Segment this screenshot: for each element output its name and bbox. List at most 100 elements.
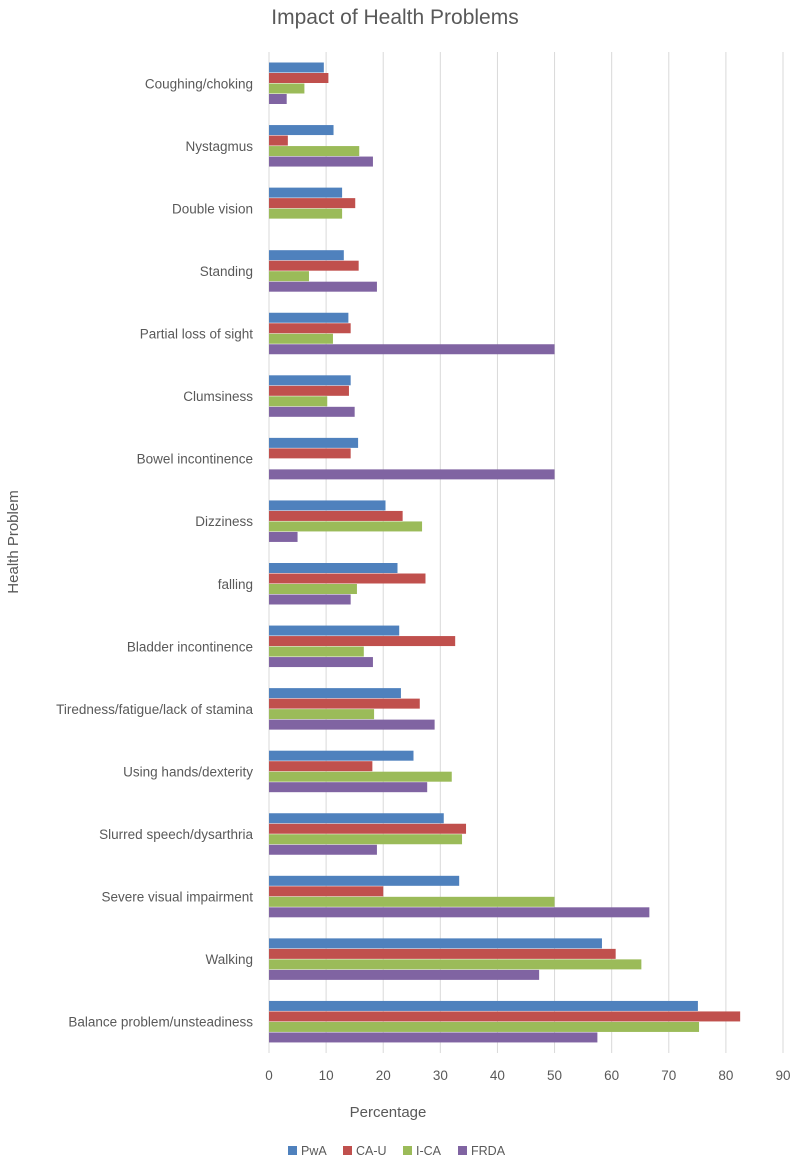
x-axis-title: Percentage bbox=[350, 1104, 427, 1121]
x-tick-label: 30 bbox=[433, 1068, 448, 1083]
bar-i-ca-falling bbox=[269, 584, 357, 594]
bar-frda-coughing-choking bbox=[269, 94, 287, 104]
category-label-nystagmus: Nystagmus bbox=[185, 139, 253, 154]
bar-pwa-dizziness bbox=[269, 500, 386, 511]
category-label-falling: falling bbox=[218, 577, 253, 592]
bar-ca-u-bladder-incontinence bbox=[269, 636, 456, 647]
x-tick-labels: 0 10 20 30 40 50 60 70 80 90 bbox=[265, 1068, 790, 1083]
bar-frda-nystagmus bbox=[269, 156, 373, 167]
bar-ca-u-falling bbox=[269, 573, 426, 584]
bar-frda-balance-problem-unsteadiness bbox=[269, 1032, 598, 1043]
x-tick-label: 80 bbox=[718, 1068, 733, 1083]
bar-i-ca-walking bbox=[269, 959, 642, 970]
category-label-severe-visual-impairment: Severe visual impairment bbox=[101, 890, 253, 905]
x-tick-label: 40 bbox=[490, 1068, 505, 1083]
bar-pwa-double-vision bbox=[269, 187, 343, 198]
bar-ca-u-nystagmus bbox=[269, 135, 288, 146]
bar-pwa-partial-loss-of-sight bbox=[269, 312, 349, 323]
bar-frda-clumsiness bbox=[269, 406, 355, 417]
x-tick-label: 10 bbox=[319, 1068, 334, 1083]
bar-pwa-clumsiness bbox=[269, 375, 351, 386]
bar-frda-walking bbox=[269, 969, 540, 980]
bar-i-ca-standing bbox=[269, 271, 309, 282]
bar-i-ca-partial-loss-of-sight bbox=[269, 333, 333, 344]
y-axis-title: Health Problem bbox=[5, 490, 22, 593]
bar-pwa-tiredness-fatigue-lack-of-stamina bbox=[269, 688, 401, 699]
x-tick-label: 70 bbox=[661, 1068, 676, 1083]
bar-ca-u-using-hands-dexterity bbox=[269, 761, 373, 772]
bars bbox=[269, 62, 741, 1043]
legend-swatch-pwa bbox=[288, 1146, 297, 1155]
legend-label-pwa: PwA bbox=[301, 1144, 327, 1158]
x-tick-label: 90 bbox=[775, 1068, 790, 1083]
category-label-tiredness-fatigue-lack-of-stamina: Tiredness/fatigue/lack of stamina bbox=[56, 702, 253, 717]
category-label-coughing-choking: Coughing/choking bbox=[145, 76, 253, 91]
bar-frda-slurred-speech-dysarthria bbox=[269, 844, 377, 855]
bar-pwa-bladder-incontinence bbox=[269, 625, 400, 636]
bar-i-ca-clumsiness bbox=[269, 396, 328, 407]
bar-i-ca-slurred-speech-dysarthria bbox=[269, 834, 463, 845]
legend: PwA CA-U I-CA FRDA bbox=[288, 1144, 506, 1158]
bar-ca-u-double-vision bbox=[269, 198, 356, 209]
category-label-slurred-speech-dysarthria: Slurred speech/dysarthria bbox=[99, 827, 253, 842]
bar-pwa-standing bbox=[269, 250, 344, 261]
bar-ca-u-standing bbox=[269, 260, 359, 271]
bar-i-ca-coughing-choking bbox=[269, 83, 305, 94]
legend-swatch-ca-u bbox=[343, 1146, 352, 1155]
bar-frda-partial-loss-of-sight bbox=[269, 344, 555, 355]
bar-ca-u-partial-loss-of-sight bbox=[269, 323, 351, 334]
bar-i-ca-double-vision bbox=[269, 208, 343, 219]
bar-i-ca-tiredness-fatigue-lack-of-stamina bbox=[269, 709, 375, 720]
bar-pwa-balance-problem-unsteadiness bbox=[269, 1000, 698, 1011]
bar-i-ca-dizziness bbox=[269, 521, 423, 532]
x-tick-label: 20 bbox=[376, 1068, 391, 1083]
bar-pwa-bowel-incontinence bbox=[269, 437, 359, 448]
category-label-dizziness: Dizziness bbox=[195, 514, 253, 529]
category-label-clumsiness: Clumsiness bbox=[183, 389, 253, 404]
bar-i-ca-severe-visual-impairment bbox=[269, 896, 555, 907]
bar-i-ca-using-hands-dexterity bbox=[269, 771, 452, 782]
bar-frda-tiredness-fatigue-lack-of-stamina bbox=[269, 719, 435, 730]
x-tick-label: 0 bbox=[265, 1068, 273, 1083]
bar-ca-u-walking bbox=[269, 948, 616, 959]
bar-frda-bowel-incontinence bbox=[269, 469, 555, 480]
bar-frda-bladder-incontinence bbox=[269, 657, 373, 668]
category-label-bowel-incontinence: Bowel incontinence bbox=[137, 452, 253, 467]
category-label-bladder-incontinence: Bladder incontinence bbox=[127, 639, 253, 654]
gridlines bbox=[268, 52, 784, 1053]
legend-label-frda: FRDA bbox=[471, 1144, 506, 1158]
category-label-double-vision: Double vision bbox=[172, 201, 253, 216]
legend-swatch-i-ca bbox=[403, 1146, 412, 1155]
x-tick-label: 60 bbox=[604, 1068, 619, 1083]
bar-i-ca-nystagmus bbox=[269, 146, 360, 157]
x-tick-label: 50 bbox=[547, 1068, 562, 1083]
category-label-standing: Standing bbox=[200, 264, 253, 279]
bar-frda-standing bbox=[269, 281, 377, 292]
legend-label-i-ca: I-CA bbox=[416, 1144, 442, 1158]
bar-ca-u-slurred-speech-dysarthria bbox=[269, 823, 467, 834]
bar-pwa-walking bbox=[269, 938, 602, 949]
category-label-walking: Walking bbox=[205, 952, 253, 967]
bar-ca-u-balance-problem-unsteadiness bbox=[269, 1011, 741, 1022]
category-label-balance-problem-unsteadiness: Balance problem/unsteadiness bbox=[68, 1015, 253, 1030]
category-labels: Coughing/choking Nystagmus Double vision St… bbox=[56, 76, 253, 1029]
legend-swatch-frda bbox=[458, 1146, 467, 1155]
bar-frda-severe-visual-impairment bbox=[269, 907, 650, 918]
bar-pwa-nystagmus bbox=[269, 125, 334, 136]
bar-frda-dizziness bbox=[269, 531, 298, 542]
bar-pwa-slurred-speech-dysarthria bbox=[269, 813, 444, 824]
bar-ca-u-severe-visual-impairment bbox=[269, 886, 384, 897]
category-label-using-hands-dexterity: Using hands/dexterity bbox=[123, 764, 253, 779]
bar-frda-falling bbox=[269, 594, 351, 605]
category-label-partial-loss-of-sight: Partial loss of sight bbox=[140, 327, 254, 342]
bar-ca-u-dizziness bbox=[269, 510, 403, 521]
bar-i-ca-bladder-incontinence bbox=[269, 646, 364, 657]
bar-ca-u-tiredness-fatigue-lack-of-stamina bbox=[269, 698, 420, 709]
bar-ca-u-clumsiness bbox=[269, 385, 349, 396]
bar-frda-using-hands-dexterity bbox=[269, 782, 428, 793]
bar-pwa-falling bbox=[269, 563, 398, 573]
bar-ca-u-bowel-incontinence bbox=[269, 448, 351, 459]
bar-pwa-severe-visual-impairment bbox=[269, 875, 460, 886]
